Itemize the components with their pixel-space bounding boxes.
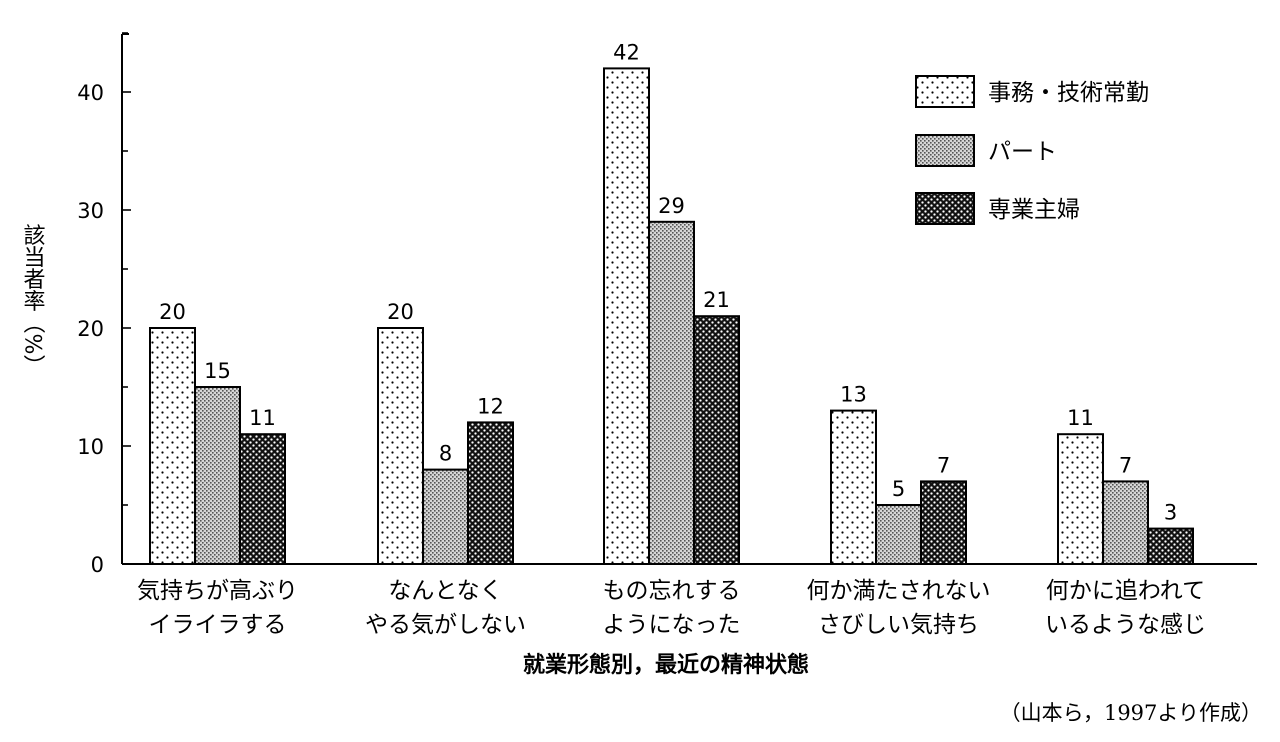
y-tick-label: 10 <box>77 435 104 459</box>
category-label: さびしい気持ち <box>818 612 979 638</box>
legend-label: パート <box>988 139 1057 165</box>
bar <box>603 67 650 566</box>
bar <box>693 315 740 566</box>
data-label: 5 <box>892 477 905 501</box>
data-label: 7 <box>1119 453 1132 477</box>
bar <box>1057 433 1104 566</box>
legend-swatch <box>915 75 975 108</box>
data-labels: 20 20 42 13 11 15 8 29 5 7 11 12 21 7 3 <box>159 40 1177 524</box>
y-axis-title: 該当者率（%） <box>20 224 46 377</box>
legend-swatch <box>915 134 975 167</box>
category-label: 気持ちが高ぶり <box>137 578 298 604</box>
bar <box>830 409 877 565</box>
data-label: 3 <box>1164 501 1177 525</box>
bar <box>422 468 469 566</box>
y-tick-label: 0 <box>91 553 104 577</box>
category-label: いるような感じ <box>1045 612 1206 638</box>
y-ticks: 0 10 20 30 40 <box>77 32 131 577</box>
data-label: 15 <box>204 359 231 383</box>
y-tick-label: 20 <box>77 317 104 341</box>
bar <box>875 504 922 565</box>
y-tick-label: 30 <box>77 199 104 223</box>
bar <box>194 386 241 565</box>
legend-label: 事務・技術常勤 <box>988 80 1149 106</box>
legend-swatch <box>915 192 975 225</box>
data-label: 29 <box>658 194 685 218</box>
data-label: 13 <box>840 383 867 407</box>
data-label: 20 <box>159 300 186 324</box>
category-label: イライラする <box>149 612 287 638</box>
bars <box>149 67 1194 566</box>
category-label: なんとなく <box>388 578 502 604</box>
data-label: 42 <box>613 40 640 64</box>
source-note: （山本ら，1997より作成） <box>1000 701 1262 725</box>
data-label: 11 <box>249 406 276 430</box>
category-label: やる気がしない <box>365 612 526 638</box>
bar <box>149 327 196 565</box>
bar <box>1102 480 1149 565</box>
x-axis-title: 就業形態別，最近の精神状態 <box>523 652 809 678</box>
data-label: 7 <box>937 453 950 477</box>
bar <box>1147 527 1194 565</box>
data-label: 21 <box>703 288 730 312</box>
y-tick-label: 40 <box>77 81 104 105</box>
category-label: もの忘れする <box>603 578 741 604</box>
bar <box>377 327 424 565</box>
bar <box>920 480 967 565</box>
bar <box>239 433 286 566</box>
category-label: ようになった <box>603 612 741 638</box>
legend-label: 専業主婦 <box>988 197 1080 223</box>
data-label: 20 <box>387 300 414 324</box>
data-label: 12 <box>477 394 504 418</box>
bar <box>467 421 514 565</box>
data-label: 11 <box>1067 406 1094 430</box>
category-label: 何か満たされない <box>807 578 991 604</box>
bar <box>648 220 695 566</box>
data-label: 8 <box>439 442 452 466</box>
category-label: 何かに追われて <box>1046 578 1205 604</box>
